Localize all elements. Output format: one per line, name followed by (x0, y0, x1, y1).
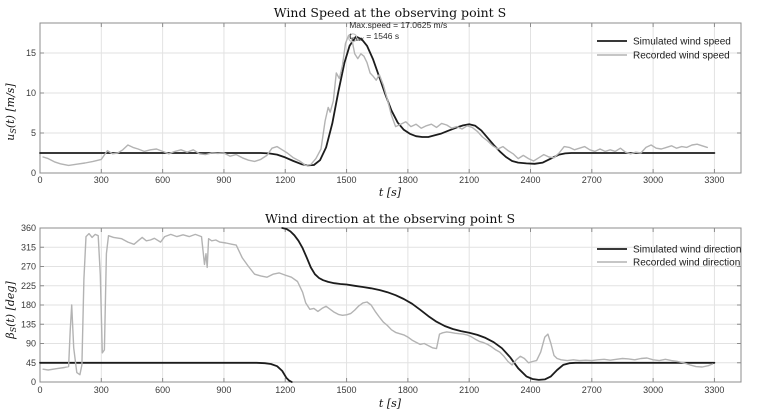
chart-title: Wind Speed at the observing point S (274, 5, 506, 20)
x-tick-label: 1500 (337, 385, 357, 395)
legend-label: Recorded wind direction (633, 258, 740, 269)
series-line (42, 232, 714, 376)
y-tick-label: 10 (26, 88, 36, 98)
chart-title: Wind direction at the observing point S (265, 211, 515, 226)
wind-speed-plot: 0 300 600 900 1200 1500 1800 2100 2400 2700 3000 33… (4, 5, 742, 199)
y-tick-label: 360 (21, 223, 36, 233)
x-tick-label: 900 (216, 385, 231, 395)
x-tick-label: 600 (155, 175, 170, 185)
x-tick-label: 1500 (337, 175, 357, 185)
y-axis-label: βS(t) [deg] (4, 281, 18, 340)
legend-label: Recorded wind speed (633, 51, 730, 62)
x-tick-label: 300 (94, 175, 109, 185)
x-tick-label: 300 (94, 385, 109, 395)
x-tick-label: 2700 (582, 385, 602, 395)
series-line (42, 34, 708, 167)
x-tick-label: 3000 (643, 175, 663, 185)
series-line (39, 361, 293, 383)
y-tick-label: 180 (21, 300, 36, 310)
axis-box (39, 22, 742, 174)
y-tick-label: 0 (31, 377, 36, 387)
y-axis-label: uS(t) [m/s] (4, 83, 18, 141)
y-tick-label: 45 (26, 358, 36, 368)
x-tick-label: 900 (216, 175, 231, 185)
y-tick-label: 90 (26, 339, 36, 349)
wind-direction-chart: 0 300 600 900 1200 1500 1800 2100 2400 2700 3000 33… (0, 210, 768, 419)
x-tick-label: 3300 (704, 385, 724, 395)
x-tick-label: 1200 (275, 385, 295, 395)
max-speed-marker (348, 33, 358, 43)
y-tick-label: 315 (21, 242, 36, 252)
y-tick-label: 270 (21, 262, 36, 272)
x-tick-label: 3300 (704, 175, 724, 185)
y-tick-label: 0 (31, 168, 36, 178)
x-tick-label: 1800 (398, 385, 418, 395)
y-tick-label: 15 (26, 48, 36, 58)
wind-direction-plot-content: 0 300 600 900 1200 1500 1800 2100 2400 2700 3000 33… (21, 223, 742, 395)
y-tick-label: 225 (21, 281, 36, 291)
x-tick-label: 0 (37, 175, 42, 185)
legend-label: Simulated wind direction (633, 245, 741, 256)
annotation-max-speed: Max.speed = 17.0625 m/s (349, 20, 447, 30)
x-tick-label: 3000 (643, 385, 663, 395)
series-line (281, 227, 716, 381)
y-tick-label: 5 (31, 128, 36, 138)
wind-speed-chart: 0 300 600 900 1200 1500 1800 2100 2400 2700 3000 33… (4, 5, 742, 199)
x-axis-label: t [s] (379, 186, 402, 199)
wind-speed-plot-content: 0 300 600 900 1200 1500 1800 2100 2400 2700 3000 33… (26, 20, 742, 185)
y-tick-label: 135 (21, 319, 36, 329)
legend-label: Simulated wind speed (633, 37, 731, 48)
x-tick-label: 2700 (582, 175, 602, 185)
x-tick-label: 600 (155, 385, 170, 395)
wind-direction-plot: 0 300 600 900 1200 1500 1800 2100 2400 2700 3000 33… (4, 211, 742, 410)
series-line (39, 35, 716, 167)
x-axis-label: t [s] (379, 397, 402, 410)
x-tick-label: 2100 (459, 175, 479, 185)
x-tick-label: 1200 (275, 175, 295, 185)
x-tick-label: 2400 (520, 175, 540, 185)
x-tick-label: 1800 (398, 175, 418, 185)
annotation-tmax: tmax = 1546 s (349, 31, 399, 43)
x-tick-label: 0 (37, 385, 42, 395)
x-tick-label: 2400 (520, 385, 540, 395)
x-tick-label: 2100 (459, 385, 479, 395)
